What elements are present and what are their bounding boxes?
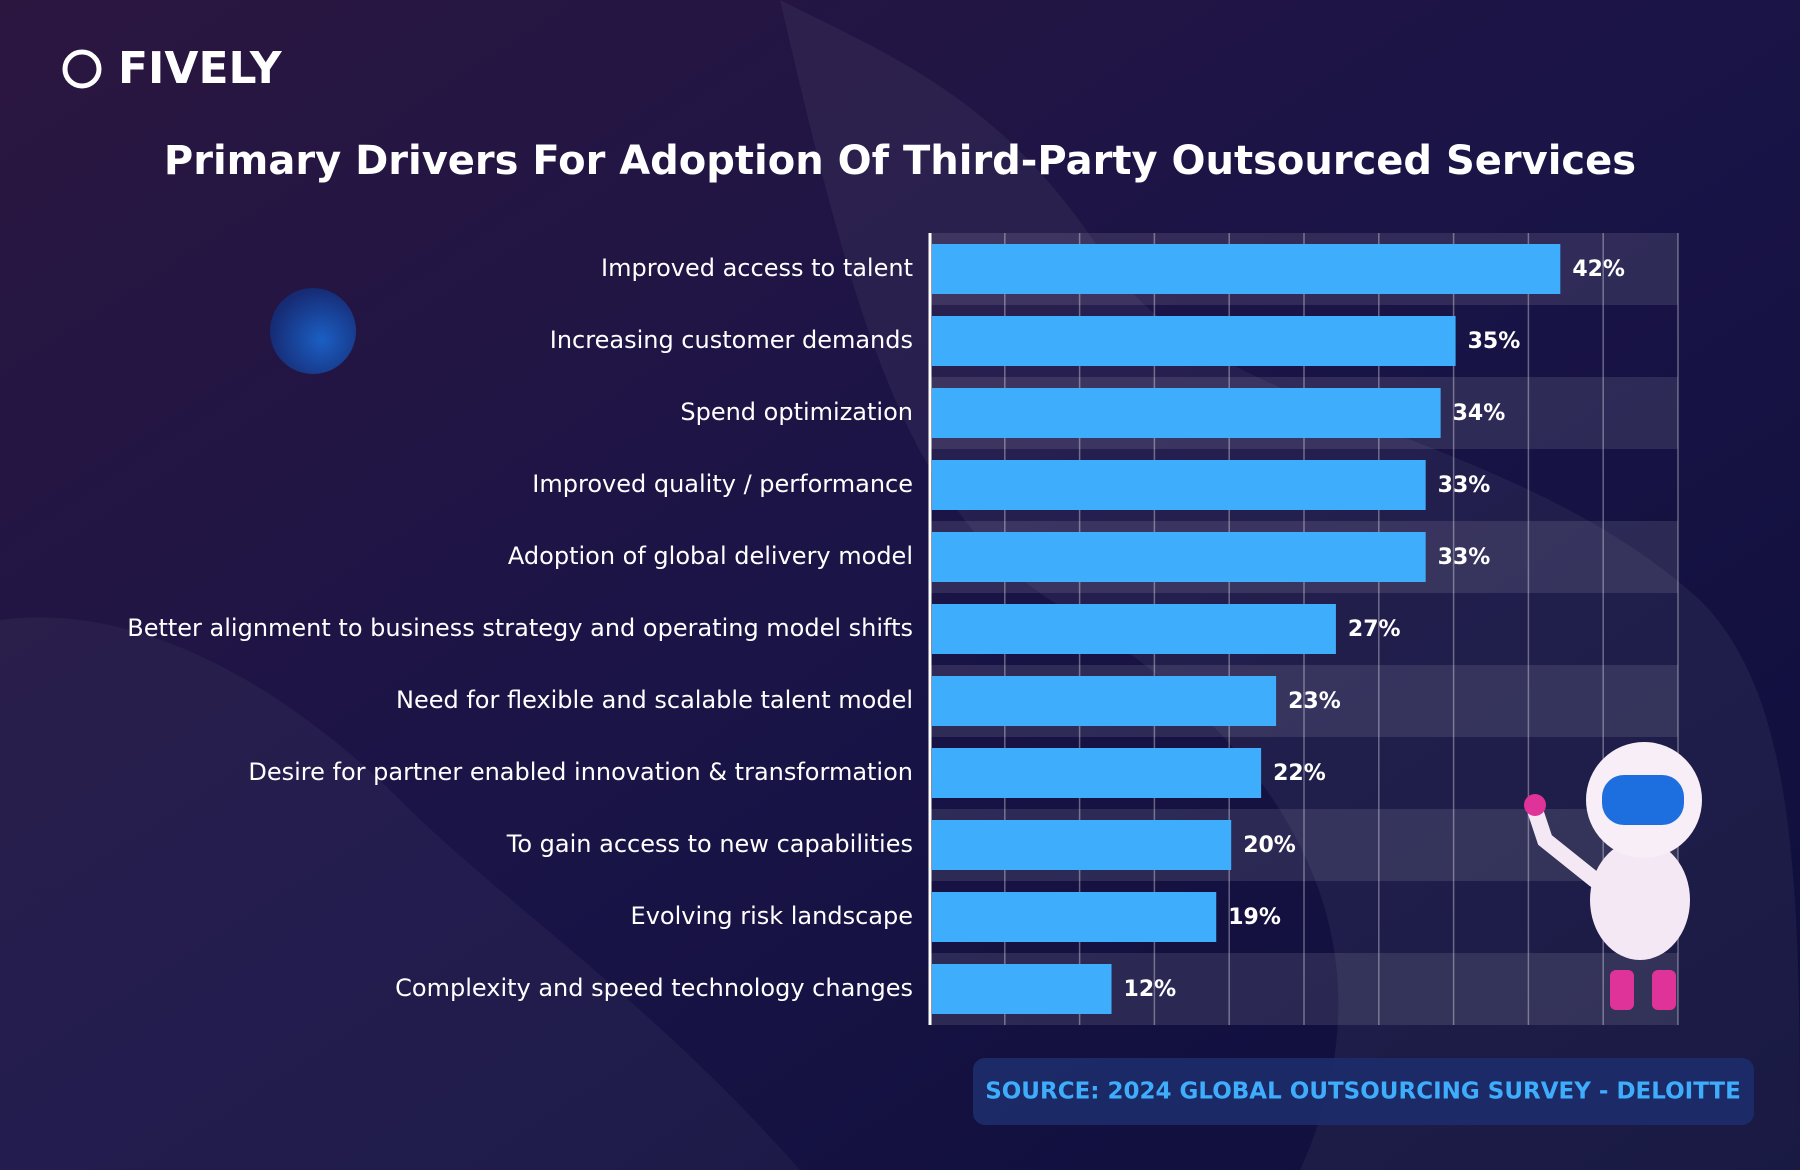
bar xyxy=(932,820,1232,870)
source-box xyxy=(973,1058,1754,1125)
category-label: Desire for partner enabled innovation & … xyxy=(248,758,913,786)
value-label: 27% xyxy=(1348,617,1401,642)
chart-title: Primary Drivers For Adoption Of Third-Pa… xyxy=(164,138,1636,184)
bar xyxy=(932,388,1441,438)
category-label: Adoption of global delivery model xyxy=(508,542,913,570)
astronaut-hand xyxy=(1524,794,1546,816)
bar xyxy=(932,964,1112,1014)
category-label: Spend optimization xyxy=(680,398,913,426)
value-label: 12% xyxy=(1124,977,1177,1002)
category-label: Better alignment to business strategy an… xyxy=(127,614,913,642)
bar xyxy=(932,748,1262,798)
brand-name: FIVELY xyxy=(118,43,283,94)
category-label: Increasing customer demands xyxy=(550,326,913,354)
astronaut-arm xyxy=(1527,802,1603,888)
category-label: Evolving risk landscape xyxy=(631,902,913,930)
value-label: 35% xyxy=(1468,329,1521,354)
value-label: 23% xyxy=(1288,689,1341,714)
value-label: 42% xyxy=(1572,257,1625,282)
bar xyxy=(932,892,1217,942)
category-label: To gain access to new capabilities xyxy=(506,830,913,858)
value-label: 34% xyxy=(1453,401,1506,426)
astronaut-body xyxy=(1590,840,1690,960)
planet xyxy=(270,288,356,374)
bar xyxy=(932,604,1336,654)
category-label: Improved quality / performance xyxy=(532,470,913,498)
bar xyxy=(932,316,1456,366)
bar xyxy=(932,676,1277,726)
bar xyxy=(932,244,1561,294)
category-label: Complexity and speed technology changes xyxy=(395,974,913,1002)
value-label: 22% xyxy=(1273,761,1326,786)
backdrop-shape xyxy=(0,617,800,1170)
category-label: Need for flexible and scalable talent mo… xyxy=(396,686,913,714)
astronaut-leg xyxy=(1610,970,1634,1010)
value-label: 19% xyxy=(1228,905,1281,930)
astronaut xyxy=(1524,742,1702,1010)
bar xyxy=(932,532,1426,582)
logo-mark xyxy=(62,49,102,89)
value-label: 33% xyxy=(1438,545,1491,570)
logo: FIVELY xyxy=(62,43,283,94)
astronaut-visor xyxy=(1602,775,1684,825)
source-note: SOURCE: 2024 GLOBAL OUTSOURCING SURVEY -… xyxy=(985,1079,1741,1105)
value-label: 33% xyxy=(1438,473,1491,498)
bar xyxy=(932,460,1426,510)
value-label: 20% xyxy=(1243,833,1296,858)
category-label: Improved access to talent xyxy=(601,254,913,282)
plot: Improved access to talent 42% Increasing c… xyxy=(127,233,1679,1025)
astronaut-leg xyxy=(1652,970,1676,1010)
